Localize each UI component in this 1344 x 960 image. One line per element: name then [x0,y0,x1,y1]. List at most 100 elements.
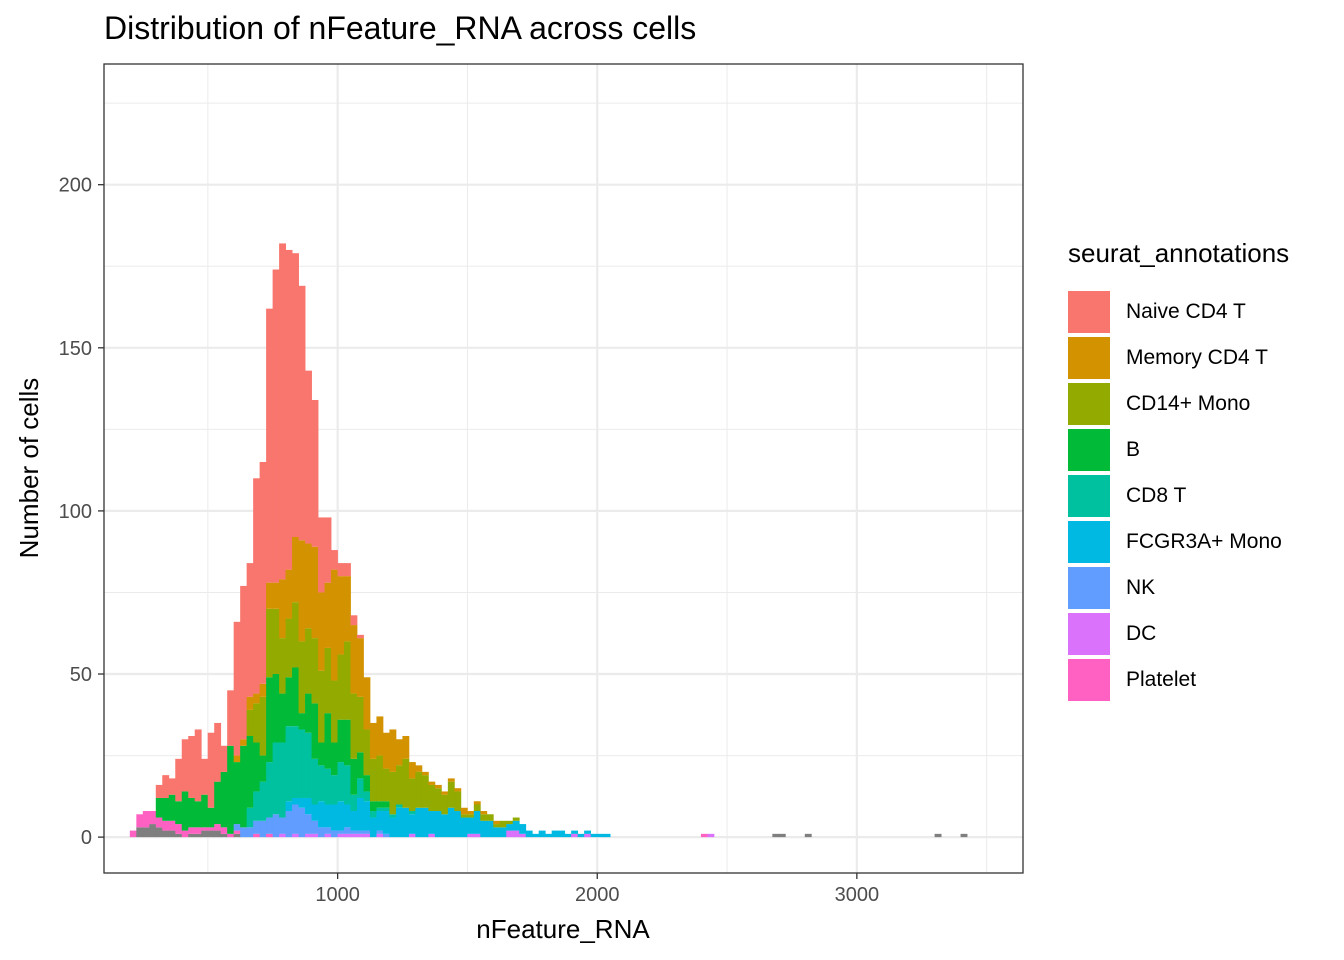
bar-segment-platelet [207,827,215,831]
bar-segment-b [331,742,338,776]
legend-item: DC [1068,611,1289,657]
bar-segment-b [175,801,183,825]
bar-segment-cd8-t [253,791,261,821]
bar-segment-cd8-t [350,794,358,812]
panel-border [103,63,1024,874]
bar-segment-memory-cd4-t [331,569,338,681]
bar-segment-fcgr3a-mono [590,833,598,838]
bar-segment-unlabeled [155,827,163,838]
bar-segment-memory-cd4-t [441,791,449,795]
bar-segment-cd8-t [331,775,338,805]
bar-segment-cd14-mono [408,778,416,812]
bar-segment-platelet [233,830,241,834]
bar-segment-naive-cd4-t [311,399,319,547]
bar-segment-cd8-t [395,804,403,808]
bar-segment-memory-cd4-t [259,683,267,697]
bar-segment-cd8-t [246,807,254,828]
bar-segment-unlabeled [778,833,786,838]
legend-title: seurat_annotations [1068,238,1290,268]
bar-segment-cd14-mono [389,771,397,815]
bar-segment-cd14-mono [272,608,280,675]
legend-item: CD8 T [1068,473,1289,519]
bar-segment-cd14-mono [382,768,390,802]
bar-segment-memory-cd4-t [369,722,377,759]
bar-segment-fcgr3a-mono [584,830,592,834]
bar-segment-nk [363,830,371,834]
histogram-bars [129,243,968,838]
bar-segment-platelet [253,833,261,838]
bar-segment-unlabeled [136,827,144,838]
bar-segment-b [292,667,299,727]
legend-label: Memory CD4 T [1126,346,1268,369]
bar-segment-cd14-mono [337,654,345,720]
legend-label: FCGR3A+ Mono [1126,530,1282,553]
bar-segment-b [285,677,293,727]
bar-segment-fcgr3a-mono [324,804,332,828]
bar-segment-cd8-t [356,778,364,798]
bar-segment-nk [318,827,325,838]
x-axis-title: nFeature_RNA [476,914,650,944]
legend-key-swatch [1068,521,1110,563]
bar-segment-naive-cd4-t [292,253,299,538]
bar-segment-fcgr3a-mono [395,807,403,838]
bar-segment-platelet [220,827,228,834]
bar-segment-cd14-mono [266,608,274,678]
bar-segment-b [363,775,371,792]
bar-segment-fcgr3a-mono [292,797,299,805]
bar-segment-b [194,801,202,828]
bar-segment-fcgr3a-mono [512,820,520,831]
bar-segment-naive-cd4-t [168,778,176,795]
bar-segment-fcgr3a-mono [408,814,416,834]
y-tick-label: 100 [59,501,92,523]
bar-segment-memory-cd4-t [395,739,403,766]
bar-segment-nk [285,811,293,838]
bar-segment-cd14-mono [259,696,267,756]
bar-segment-naive-cd4-t [227,690,235,746]
bar-segment-b [272,674,280,743]
bar-segment-nk [292,804,299,834]
bar-segment-dc [519,833,527,838]
bar-segment-fcgr3a-mono [376,811,384,831]
legend-items: Naive CD4 T Memory CD4 T CD14+ Mono B CD8 T F… [1068,289,1289,703]
bar-segment-dc [408,833,416,838]
bar-segment-naive-cd4-t [350,615,358,626]
bar-segment-unlabeled [188,833,196,838]
bar-segment-platelet [227,833,235,838]
legend-item: NK [1068,565,1289,611]
bar-segment-fcgr3a-mono [298,797,306,808]
bar-segment-b [253,742,261,792]
bar-segment-unlabeled [149,824,157,838]
bar-segment-fcgr3a-mono [532,833,540,838]
bar-segment-b [350,758,358,795]
bar-segment-b [266,677,274,763]
bar-segment-naive-cd4-t [337,563,345,577]
bar-segment-fcgr3a-mono [571,830,579,834]
bar-segment-cd14-mono [447,781,455,808]
legend-label: CD8 T [1126,484,1187,507]
bar-segment-fcgr3a-mono [415,807,423,838]
bar-segment-platelet [162,820,170,831]
bar-segment-platelet [266,833,274,838]
bar-segment-naive-cd4-t [214,722,222,782]
bar-segment-cd14-mono [493,824,501,828]
bar-segment-fcgr3a-mono [421,807,429,838]
bar-segment-fcgr3a-mono [564,833,572,838]
legend-key-swatch [1068,567,1110,609]
x-tick-label: 1000 [315,884,360,906]
bar-segment-b [240,745,248,828]
bar-segment-b [344,719,351,766]
bar-segment-cd14-mono [415,771,423,808]
bar-segment-memory-cd4-t [324,582,332,648]
bar-segment-naive-cd4-t [201,758,209,795]
bar-segment-fcgr3a-mono [350,811,358,831]
legend-key-swatch [1068,337,1110,379]
bar-segment-naive-cd4-t [318,517,325,593]
bar-segment-cd14-mono [441,794,449,815]
bar-segment-dc [376,833,384,838]
y-tick-label: 200 [59,175,92,197]
bar-segment-naive-cd4-t [324,517,332,583]
bar-segment-fcgr3a-mono [545,833,553,838]
bar-segment-nk [266,817,274,834]
bar-segment-dc [473,833,481,838]
bar-segment-naive-cd4-t [194,729,202,802]
